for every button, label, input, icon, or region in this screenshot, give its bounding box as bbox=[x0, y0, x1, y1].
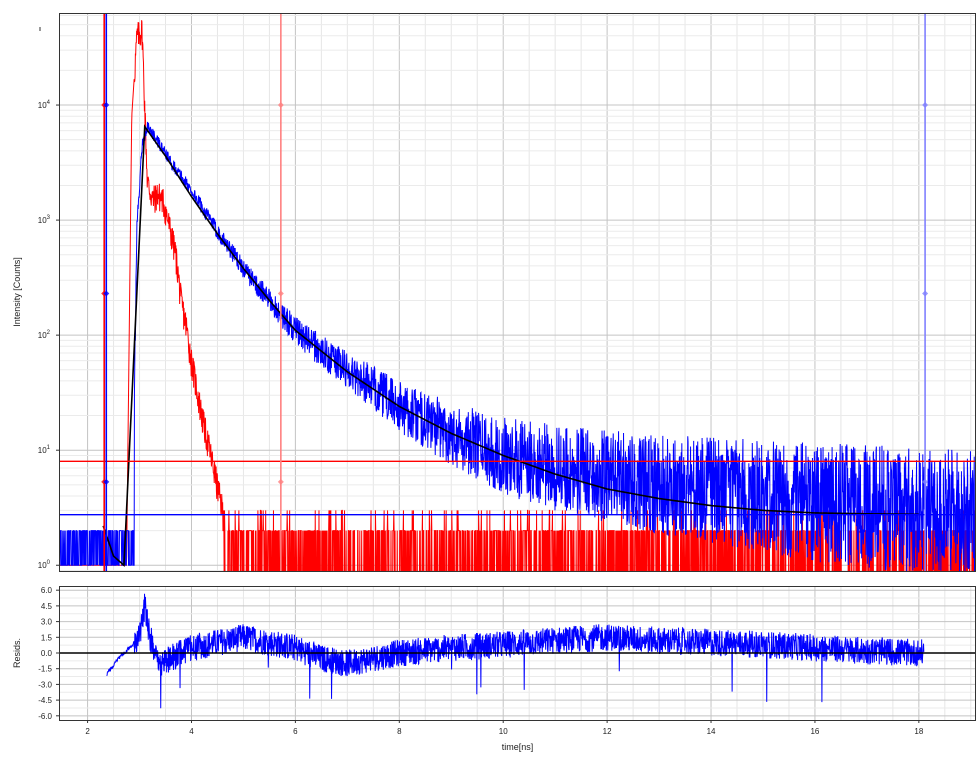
res-y-tick-label: 1.5 bbox=[41, 633, 53, 642]
res-y-axis-label: Resids. bbox=[12, 638, 22, 668]
main-y-tick-label: 104 bbox=[38, 100, 51, 110]
res-y-tick-label: 0.0 bbox=[41, 649, 53, 658]
tick-exponent: 1 bbox=[47, 445, 51, 451]
residuals-series-line bbox=[107, 594, 924, 708]
x-tick-label: 18 bbox=[914, 727, 923, 736]
cursor-handle-marker bbox=[922, 291, 928, 297]
res-y-tick-label: 6.0 bbox=[41, 586, 53, 595]
res-y-tick-label: 3.0 bbox=[41, 618, 53, 627]
x-tick-label: 12 bbox=[603, 727, 612, 736]
tick-exponent: 4 bbox=[47, 100, 51, 106]
res-series-group bbox=[59, 594, 976, 708]
x-axis-label: time[ns] bbox=[502, 742, 534, 752]
x-tick-label: 2 bbox=[85, 727, 90, 736]
tick-exponent: 0 bbox=[47, 560, 51, 566]
main-series-group bbox=[59, 13, 976, 600]
main-grid bbox=[59, 0, 976, 680]
res-y-tick-label: -4.5 bbox=[38, 696, 52, 705]
res-y-tick-label: 4.5 bbox=[41, 602, 53, 611]
res-y-tick-label: -6.0 bbox=[38, 712, 52, 721]
main-y-tick-label: 100 bbox=[38, 560, 51, 570]
x-tick-label: 14 bbox=[707, 727, 716, 736]
cursor-handle-marker bbox=[278, 102, 284, 108]
cursor-handle-marker bbox=[278, 291, 284, 297]
cursor-handle-marker bbox=[922, 102, 928, 108]
x-tick-label: 4 bbox=[189, 727, 194, 736]
tick-exponent: 3 bbox=[47, 215, 51, 221]
main-y-axis-label: Intensity [Counts] bbox=[12, 257, 22, 327]
main-y-tick-label: 103 bbox=[38, 215, 51, 225]
tick-exponent: 2 bbox=[47, 330, 51, 336]
x-tick-label: 16 bbox=[810, 727, 819, 736]
main-y-tick-label: 102 bbox=[38, 330, 51, 340]
x-tick-label: 6 bbox=[293, 727, 298, 736]
decay-series-line bbox=[59, 122, 976, 576]
res-y-tick-label: -1.5 bbox=[38, 665, 52, 674]
x-tick-label: 10 bbox=[499, 727, 508, 736]
main-y-tick-label: 101 bbox=[38, 445, 51, 455]
res-y-tick-label: -3.0 bbox=[38, 680, 52, 689]
x-tick-label: 8 bbox=[397, 727, 402, 736]
cursor-handle-marker bbox=[278, 479, 284, 485]
